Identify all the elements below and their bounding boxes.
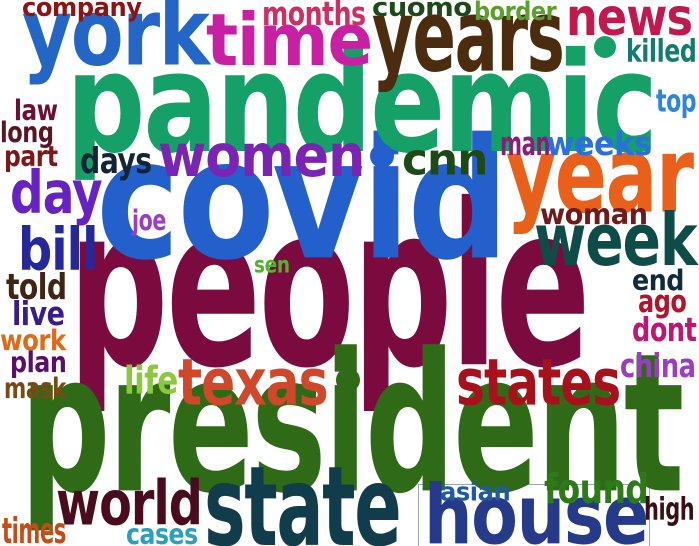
- word-china: china: [620, 348, 696, 387]
- word-end: end: [632, 263, 684, 298]
- word-weeks: weeks: [546, 126, 652, 165]
- word-day: day: [10, 158, 103, 228]
- word-times: times: [2, 509, 66, 546]
- word-asian: asian: [440, 477, 511, 508]
- word-time: time: [206, 0, 373, 83]
- word-cuomo: cuomo: [372, 0, 472, 24]
- word-texas: texas: [178, 345, 329, 421]
- word-woman: woman: [540, 199, 648, 232]
- word-long: long: [0, 115, 54, 150]
- word-law: law: [14, 93, 58, 128]
- word-company: company: [22, 0, 142, 24]
- word-plan: plan: [10, 345, 67, 380]
- word-top: top: [656, 84, 697, 120]
- word-cnn: cnn: [402, 133, 488, 186]
- word-news: news: [566, 0, 693, 48]
- word-house: house: [424, 467, 649, 546]
- word-found: found: [544, 464, 649, 514]
- word-told: told: [6, 265, 67, 308]
- word-covid: covid: [96, 102, 509, 297]
- word-live: live: [12, 294, 65, 334]
- dot-mark: [370, 144, 394, 168]
- word-high: high: [644, 492, 695, 529]
- word-women: women: [158, 121, 365, 191]
- word-dont: dont: [632, 312, 697, 351]
- word-states: states: [456, 345, 621, 421]
- word-ago: ago: [638, 282, 687, 320]
- word-months: months: [262, 0, 366, 34]
- word-cases: cases: [126, 517, 198, 546]
- word-world: world: [56, 468, 203, 541]
- word-pandemic: pandemic: [66, 24, 658, 185]
- word-state: state: [204, 442, 402, 546]
- word-killed: killed: [626, 34, 697, 70]
- frame-box: [418, 484, 650, 546]
- word-year: year: [506, 114, 694, 237]
- word-week: week: [534, 199, 698, 283]
- word-people: people: [68, 156, 591, 418]
- dot-mark: [594, 36, 616, 58]
- word-border: border: [474, 0, 557, 27]
- word-mask: mask: [4, 371, 66, 406]
- word-man: man: [500, 126, 551, 165]
- word-life: life: [124, 359, 178, 405]
- word-years: years: [372, 0, 565, 95]
- word-york: york: [22, 0, 210, 87]
- dot-mark: [336, 368, 360, 392]
- word-president: president: [20, 311, 684, 537]
- word-part: part: [4, 139, 58, 174]
- word-joe: joe: [132, 203, 166, 238]
- word-sen: sen: [254, 252, 290, 280]
- word-days: days: [80, 139, 152, 182]
- word-work: work: [0, 323, 66, 358]
- word-bill: bill: [18, 214, 98, 284]
